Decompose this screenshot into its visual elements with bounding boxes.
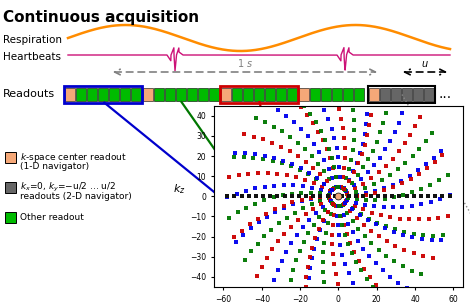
Bar	[424, 88, 434, 101]
Text: 1: 1	[316, 134, 322, 143]
Bar	[176, 88, 186, 101]
Text: $k_x$=0, $k_y$=$-$u/2 ... u/2: $k_x$=0, $k_y$=$-$u/2 ... u/2	[20, 181, 116, 194]
Bar	[220, 86, 298, 103]
Text: phases: phases	[287, 134, 322, 143]
Bar	[380, 88, 390, 101]
Bar	[87, 88, 97, 101]
Bar	[221, 88, 231, 101]
Bar	[254, 88, 264, 101]
Bar	[402, 88, 412, 101]
Bar	[354, 88, 364, 101]
Bar	[368, 86, 435, 103]
Bar	[131, 88, 141, 101]
Text: ...: ...	[439, 88, 452, 101]
Bar	[98, 88, 108, 101]
Text: $k_i$: $k_i$	[225, 122, 236, 138]
Bar	[391, 88, 401, 101]
Bar	[120, 88, 130, 101]
Text: Sampled cardiac: Sampled cardiac	[287, 125, 363, 134]
Bar	[154, 88, 164, 101]
Text: $k$-space center readout: $k$-space center readout	[20, 151, 126, 164]
Text: Other readout: Other readout	[20, 213, 84, 222]
Bar	[299, 88, 309, 101]
Bar	[369, 88, 379, 101]
Text: Readouts: Readouts	[3, 89, 55, 99]
Bar	[109, 88, 119, 101]
Text: ,: ,	[333, 134, 338, 143]
Bar	[76, 88, 86, 101]
Text: $u$: $u$	[421, 59, 429, 69]
Bar	[276, 88, 286, 101]
Text: Heartbeats: Heartbeats	[3, 52, 61, 62]
Bar	[343, 88, 353, 101]
Bar	[5, 212, 16, 223]
Bar	[5, 182, 16, 193]
Bar	[5, 152, 16, 163]
Bar	[65, 88, 75, 101]
Text: (1-D navigator): (1-D navigator)	[20, 162, 89, 171]
Bar	[321, 88, 331, 101]
Bar	[209, 88, 219, 101]
Text: readouts (2-D navigator): readouts (2-D navigator)	[20, 192, 132, 201]
Bar	[332, 88, 342, 101]
Bar	[243, 88, 253, 101]
Bar	[265, 88, 275, 101]
Bar	[187, 88, 197, 101]
Bar	[413, 88, 423, 101]
Text: $1\ s$: $1\ s$	[237, 57, 253, 69]
Bar	[165, 88, 175, 101]
Bar	[64, 86, 142, 103]
Text: 3: 3	[338, 134, 344, 143]
Bar	[232, 88, 242, 101]
Bar	[287, 88, 297, 101]
Text: Continuous acquisition: Continuous acquisition	[3, 10, 199, 25]
Text: 2: 2	[327, 134, 333, 143]
Bar	[143, 88, 153, 101]
Bar	[198, 88, 208, 101]
Y-axis label: $k_z$: $k_z$	[172, 182, 185, 196]
Bar	[310, 88, 320, 101]
Text: ,: ,	[322, 134, 328, 143]
Text: Respiration: Respiration	[3, 35, 62, 45]
Text: Sampling scheme: Sampling scheme	[287, 115, 384, 125]
